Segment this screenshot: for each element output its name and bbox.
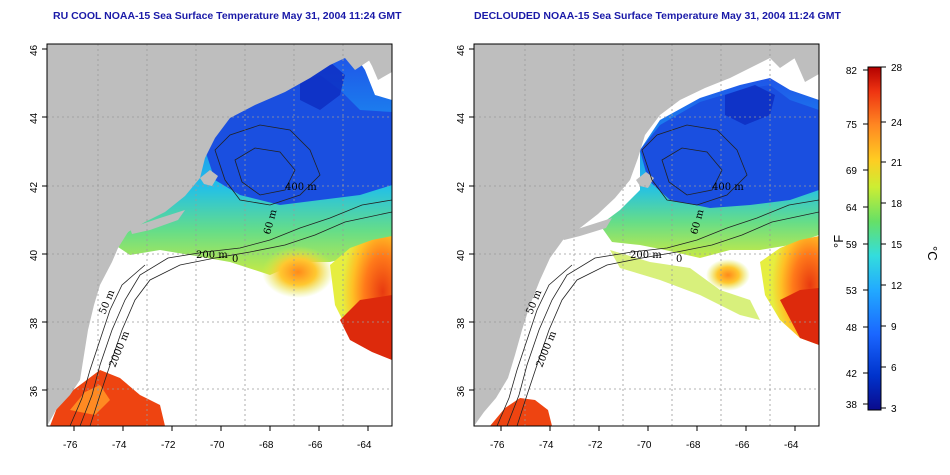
fahrenheit-tick: 42 <box>846 369 858 380</box>
x-tick-label: -66 <box>735 440 750 451</box>
x-tick-label: -74 <box>112 440 127 451</box>
gulf-stream-hot <box>340 295 392 360</box>
y-tick-label: 36 <box>456 385 467 397</box>
axis-ticks <box>42 48 369 431</box>
fahrenheit-tick: 59 <box>846 240 858 251</box>
map-panel-declouded: 200 m 400 m 2000 m 50 m 60 m 0 -76 -74 -… <box>456 43 820 451</box>
south-warm-patch <box>490 398 552 426</box>
x-tick-label: -72 <box>588 440 603 451</box>
sst-field-gulf-maine <box>640 85 819 208</box>
contour-label-400m: 400 m <box>712 182 744 193</box>
map-title-declouded: DECLOUDED NOAA-15 Sea Surface Temperatur… <box>474 10 841 22</box>
x-tick-label: -72 <box>161 440 176 451</box>
fahrenheit-tick: 75 <box>846 120 858 131</box>
y-tick-label: 42 <box>29 181 40 193</box>
y-tick-label: 40 <box>456 249 467 261</box>
grid-lines <box>474 44 819 426</box>
y-tick-label: 38 <box>456 317 467 329</box>
map-title-raw: RU COOL NOAA-15 Sea Surface Temperature … <box>53 10 402 22</box>
celsius-tick: 9 <box>891 322 897 333</box>
colorbar: 82 75 69 64 59 53 48 42 38 28 24 21 18 1… <box>831 63 940 415</box>
x-tick-label: -74 <box>539 440 554 451</box>
land-mass <box>47 44 370 426</box>
contour-label-400m: 400 m <box>285 182 317 193</box>
fahrenheit-tick: 38 <box>846 400 858 411</box>
sst-field-deep <box>725 85 775 125</box>
fahrenheit-tick: 69 <box>846 166 858 177</box>
x-tick-label: -68 <box>259 440 274 451</box>
map-panel-raw: 200 m 400 m 2000 m 50 m 60 m 0 -76 -74 -… <box>29 43 393 451</box>
y-tick-label: 44 <box>29 112 40 124</box>
warm-eddy <box>706 259 750 291</box>
x-tick-label: -70 <box>210 440 225 451</box>
long-island <box>130 210 185 234</box>
nova-scotia <box>788 44 819 82</box>
cape-cod <box>636 172 654 188</box>
map-frame <box>473 43 820 427</box>
celsius-tick: 28 <box>891 63 903 74</box>
celsius-tick: 21 <box>891 158 903 169</box>
celsius-tick: 3 <box>891 404 897 415</box>
fahrenheit-tick: 64 <box>846 203 858 214</box>
contour-label-200m: 200 m <box>630 250 662 261</box>
x-tick-label: -70 <box>637 440 652 451</box>
grid-lines <box>47 44 392 426</box>
colorbar-scale <box>867 66 882 411</box>
warm-eddy <box>262 246 334 298</box>
fahrenheit-unit-label: °F <box>831 235 846 248</box>
colorbar-ticks <box>863 66 886 409</box>
mid-shelf-band <box>610 250 760 320</box>
y-tick-label: 38 <box>29 317 40 329</box>
nova-scotia <box>360 44 392 80</box>
gulf-stream-hot <box>780 288 819 345</box>
celsius-tick: 24 <box>891 118 903 129</box>
y-tick-label: 46 <box>456 44 467 56</box>
axis-ticks <box>469 48 796 431</box>
cape-cod <box>200 170 218 186</box>
x-tick-label: -68 <box>686 440 701 451</box>
x-tick-label: -64 <box>357 440 372 451</box>
celsius-tick: 18 <box>891 199 903 210</box>
fahrenheit-tick: 48 <box>846 323 858 334</box>
contour-label-0: 0 <box>676 254 682 265</box>
long-island <box>562 218 612 240</box>
y-tick-label: 44 <box>456 112 467 124</box>
y-tick-label: 36 <box>29 385 40 397</box>
celsius-unit-label: °C <box>925 246 940 261</box>
celsius-tick: 6 <box>891 363 897 374</box>
contour-label-0: 0 <box>232 254 238 265</box>
y-tick-label: 46 <box>29 44 40 56</box>
map-frame <box>46 43 393 427</box>
y-tick-label: 40 <box>29 249 40 261</box>
y-tick-label: 42 <box>456 181 467 193</box>
land-mass <box>474 44 795 426</box>
celsius-tick: 15 <box>891 240 903 251</box>
bathymetry-contours <box>69 124 392 426</box>
bathymetry-contours <box>496 124 819 426</box>
celsius-tick: 12 <box>891 281 903 292</box>
x-tick-label: -66 <box>308 440 323 451</box>
contour-label-200m: 200 m <box>196 250 228 261</box>
x-tick-label: -64 <box>784 440 799 451</box>
sst-field-gulf-maine <box>205 75 392 205</box>
x-tick-label: -76 <box>63 440 78 451</box>
fahrenheit-tick: 53 <box>846 286 858 297</box>
x-tick-label: -76 <box>490 440 505 451</box>
fahrenheit-tick: 82 <box>846 66 858 77</box>
